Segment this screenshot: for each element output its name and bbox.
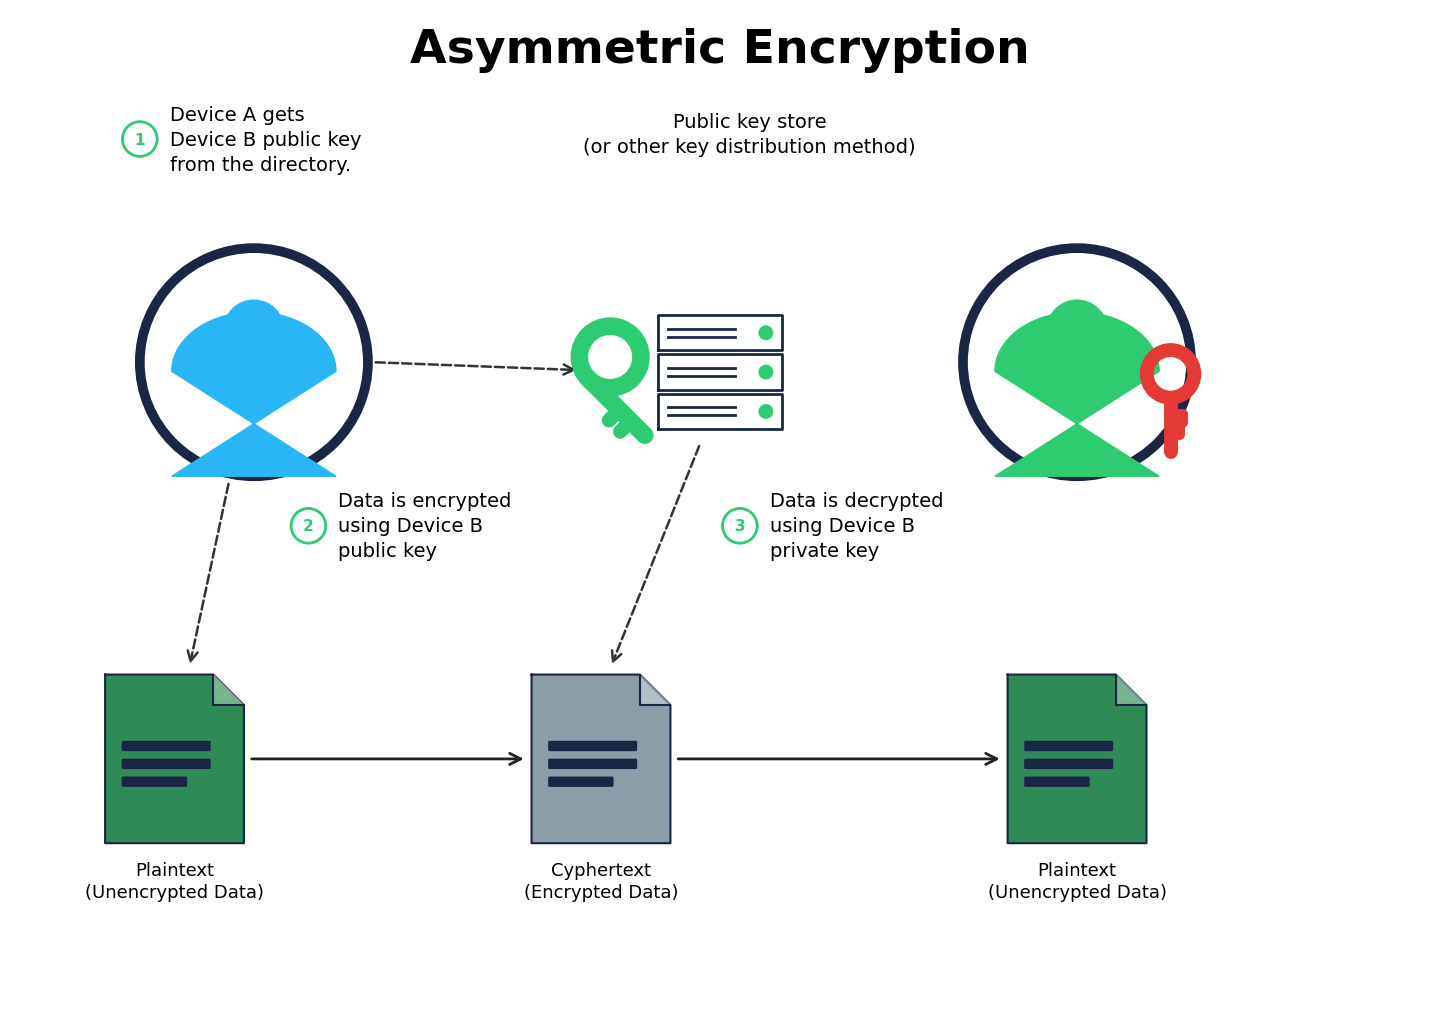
Text: Plaintext
(Unencrypted Data): Plaintext (Unencrypted Data) [988, 861, 1166, 902]
Text: Device A gets
Device B public key
from the directory.: Device A gets Device B public key from t… [170, 105, 361, 174]
Polygon shape [171, 312, 336, 477]
Polygon shape [995, 312, 1159, 477]
Polygon shape [1008, 675, 1146, 843]
Text: Data is decrypted
using Device B
private key: Data is decrypted using Device B private… [769, 491, 943, 561]
Polygon shape [213, 675, 243, 706]
Polygon shape [105, 675, 243, 843]
FancyBboxPatch shape [121, 759, 210, 769]
Text: 2: 2 [302, 519, 314, 534]
Polygon shape [639, 675, 671, 706]
Text: Data is encrypted
using Device B
public key: Data is encrypted using Device B public … [338, 491, 511, 561]
FancyBboxPatch shape [549, 776, 613, 788]
Circle shape [759, 365, 773, 380]
FancyBboxPatch shape [121, 741, 210, 751]
Text: 3: 3 [734, 519, 744, 534]
Circle shape [223, 300, 285, 362]
Polygon shape [1116, 675, 1146, 706]
FancyBboxPatch shape [549, 759, 636, 769]
Circle shape [1047, 300, 1107, 362]
FancyBboxPatch shape [1024, 776, 1090, 788]
Text: Cyphertext
(Encrypted Data): Cyphertext (Encrypted Data) [524, 861, 678, 902]
Circle shape [1162, 366, 1179, 383]
FancyBboxPatch shape [121, 776, 187, 788]
Circle shape [599, 346, 622, 369]
FancyBboxPatch shape [1024, 741, 1113, 751]
Polygon shape [658, 355, 782, 390]
Polygon shape [658, 315, 782, 351]
FancyBboxPatch shape [1024, 759, 1113, 769]
Polygon shape [531, 675, 671, 843]
FancyBboxPatch shape [549, 741, 636, 751]
Text: Asymmetric Encryption: Asymmetric Encryption [410, 28, 1030, 73]
Polygon shape [658, 394, 782, 430]
Circle shape [759, 326, 773, 341]
Text: 1: 1 [134, 132, 145, 148]
Text: Plaintext
(Unencrypted Data): Plaintext (Unencrypted Data) [85, 861, 264, 902]
Circle shape [759, 404, 773, 420]
Text: Public key store
(or other key distribution method): Public key store (or other key distribut… [583, 113, 916, 157]
